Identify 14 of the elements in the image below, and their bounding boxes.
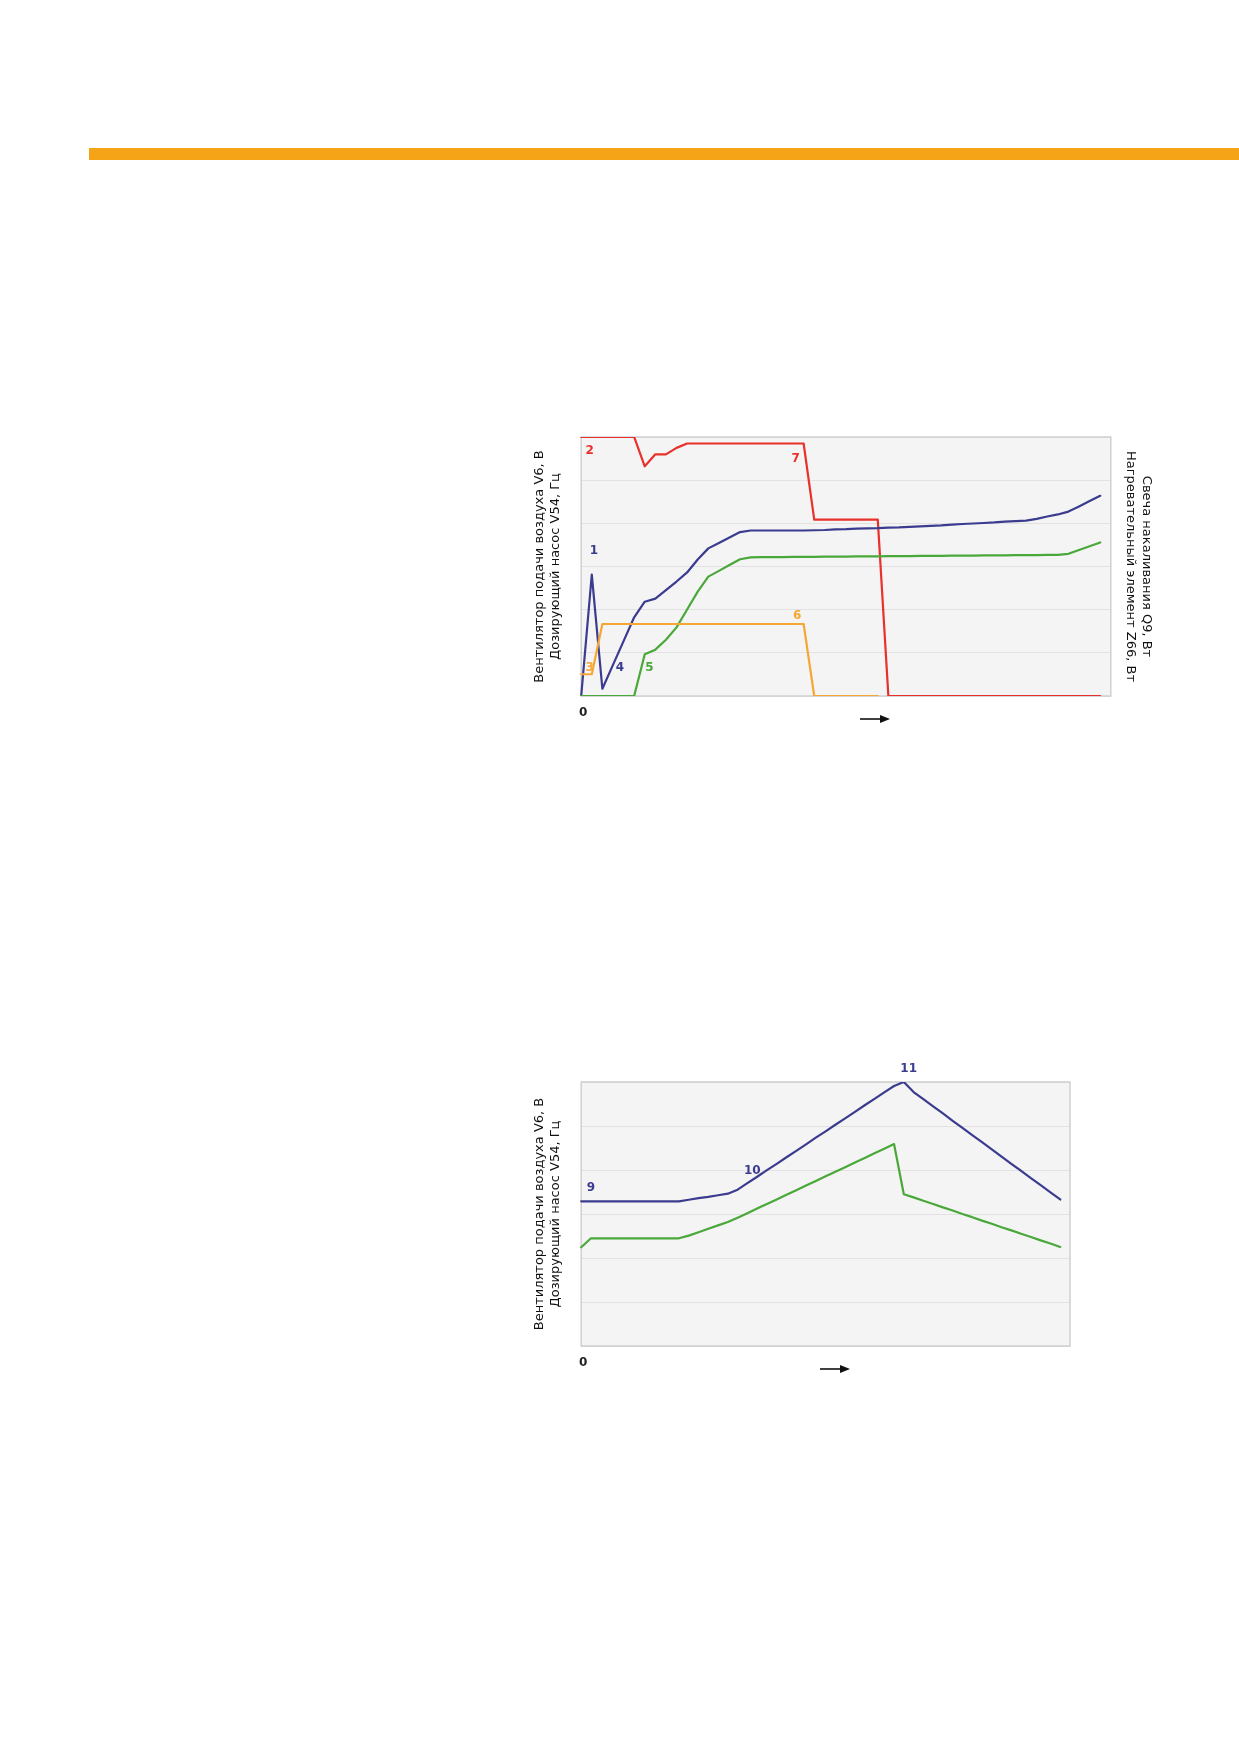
annotation: 10 [743, 1162, 761, 1177]
text: 11 [900, 1060, 918, 1075]
y-axis-title: Вентилятор подачи воздуха V6, В Дозирующий насос V54, Гц [531, 450, 562, 683]
annotation: 9 [586, 1179, 596, 1194]
annotation: 4 [615, 659, 625, 674]
annotation: 6 [793, 607, 802, 622]
annotation: 5 [645, 659, 654, 674]
annotation: 1 [589, 543, 599, 558]
annotation: 2 [585, 443, 594, 458]
annotation: 7 [791, 451, 800, 466]
text: 0 [579, 705, 588, 720]
y-axis-title: Вентилятор подачи воздуха V6, В Дозирующий насос V54, Гц [531, 1097, 562, 1331]
y2-axis-title: Свеча накаливания Q9, Вт Нагревательный элемент Z66, Вт [1124, 451, 1155, 683]
text: 0 [579, 1355, 588, 1370]
